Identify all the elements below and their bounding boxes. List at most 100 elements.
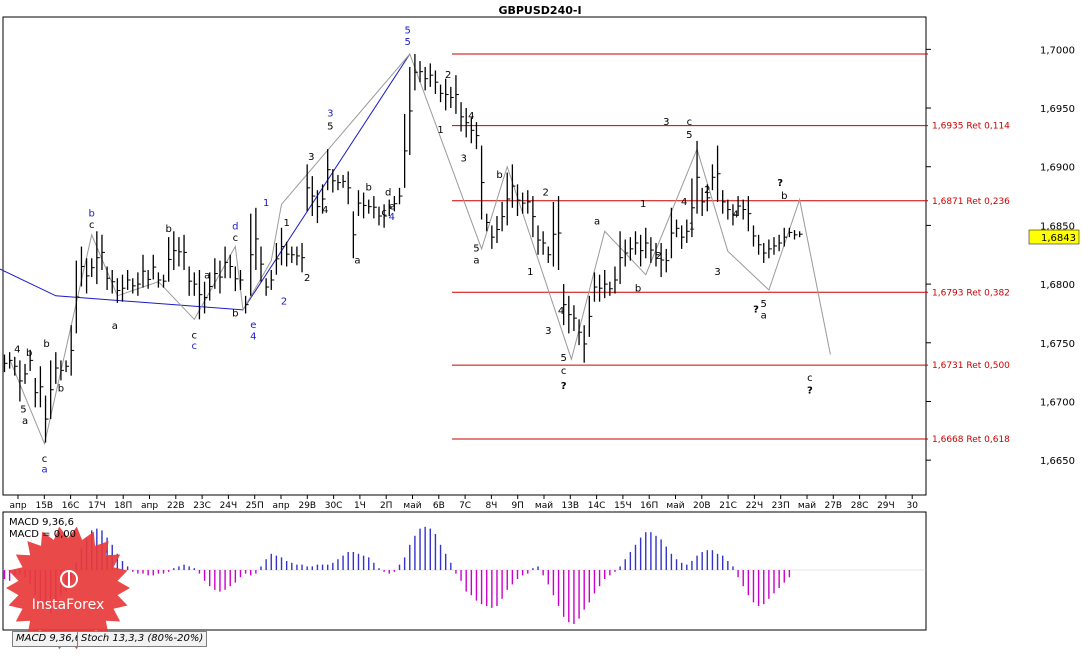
wave-label: ? xyxy=(807,386,813,397)
wave-label: 2 xyxy=(304,273,310,284)
macd-legend-value: MACD = 0,00 xyxy=(9,529,76,540)
price-axis-label: 1,6750 xyxy=(1040,339,1075,350)
time-axis-label: 23С xyxy=(193,501,211,511)
instaforex-watermark: InstaForex xyxy=(6,526,130,650)
wave-label: 1 xyxy=(437,125,443,136)
wave-label: 3 xyxy=(308,152,314,163)
macd-legend-params: MACD 9,36,6 xyxy=(9,517,74,528)
time-axis-label: 24Ч xyxy=(220,501,238,511)
wave-label: 1 xyxy=(640,199,646,210)
wave-label: c xyxy=(89,220,95,231)
wave-label: b xyxy=(89,208,95,219)
wave-label: a xyxy=(41,464,47,475)
wave-label: 5 xyxy=(20,405,26,416)
wave-label: b xyxy=(366,183,372,194)
wave-label: 1 xyxy=(689,221,695,232)
price-axis: 1,6650 1,6700 1,6750 1,6800 1,6850 1,6900 1,69… xyxy=(926,45,1075,467)
wave-label: 2 xyxy=(655,251,661,262)
wave-label: 4 xyxy=(732,210,738,221)
time-axis-label: 8Ч xyxy=(485,501,497,511)
time-axis-label: 17Ч xyxy=(88,501,106,511)
wave-label: 3 xyxy=(327,109,333,120)
tab-macd[interactable]: MACD 9,36,6 xyxy=(12,631,86,647)
wave-label: 4 xyxy=(14,345,20,356)
wave-label: a xyxy=(594,217,600,228)
time-axis-label: 6В xyxy=(433,501,445,511)
wave-label: 4 xyxy=(250,332,256,343)
fib-level-label: 1,6668 Ret 0,618 xyxy=(932,435,1010,445)
wave-label: 4 xyxy=(468,111,474,122)
macd-pane xyxy=(2,511,927,631)
time-axis-label: 18П xyxy=(114,501,132,511)
current-price-tag xyxy=(1028,229,1080,245)
current-price-label: 1,6843 xyxy=(1041,233,1076,244)
wave-label: e xyxy=(389,201,395,212)
time-axis-label: май xyxy=(535,501,553,511)
time-axis-label: апр xyxy=(9,501,26,511)
time-axis-label: 7С xyxy=(459,501,471,511)
watermark-brand: InstaForex xyxy=(32,597,105,613)
wave-line xyxy=(9,53,831,446)
wave-label: 1 xyxy=(283,218,289,229)
time-axis-label: май xyxy=(403,501,421,511)
time-axis-label: 27В xyxy=(824,501,842,511)
time-axis-label: апр xyxy=(141,501,158,511)
wave-label: 5 xyxy=(327,122,333,133)
wave-label: c xyxy=(233,233,239,244)
wave-label: a xyxy=(761,311,767,322)
time-axis-label: 30 xyxy=(906,501,918,511)
price-axis-label: 1,6850 xyxy=(1040,221,1075,232)
wave-label: c xyxy=(807,373,813,384)
wave-labels: 4 b5abcabbcabadcbcce412123435abcde4552143… xyxy=(14,25,813,475)
wave-label: ? xyxy=(753,305,759,316)
wave-label: c xyxy=(687,117,693,128)
time-axis-label: 16П xyxy=(640,501,658,511)
time-axis-label: 13В xyxy=(561,501,579,511)
wave-label: 4 xyxy=(389,212,395,223)
wave-label: 5 xyxy=(560,353,566,364)
wave-label: e xyxy=(250,320,256,331)
wave-label: ? xyxy=(561,381,567,392)
wave-label: b xyxy=(58,383,64,394)
wave-label: c xyxy=(42,454,48,465)
fib-level-label: 1,6871 Ret 0,236 xyxy=(932,197,1010,207)
wave-label: b xyxy=(496,170,502,181)
time-axis-label: 9П xyxy=(511,501,524,511)
wave-label: a xyxy=(473,255,479,266)
wave-label: 2 xyxy=(445,70,451,81)
time-axis-label: 22В xyxy=(167,501,185,511)
wave-label: b xyxy=(165,224,171,235)
time-axis-label: май xyxy=(666,501,684,511)
wave-label: 4 xyxy=(681,197,687,208)
wave-label: 4 xyxy=(558,306,564,317)
wave-lines xyxy=(0,53,831,446)
time-axis-label: 2П xyxy=(380,501,393,511)
time-axis-label: 25П xyxy=(246,501,264,511)
wave-label: 5 xyxy=(405,25,411,36)
watermark-logo-icon xyxy=(60,570,78,588)
wave-label: 5 xyxy=(405,37,411,48)
wave-label: 4 xyxy=(322,205,328,216)
wave-label: d xyxy=(385,187,391,198)
wave-label: 5 xyxy=(761,299,767,310)
wave-label: 2 xyxy=(281,297,287,308)
wave-label: c xyxy=(561,366,567,377)
wave-label: c xyxy=(381,207,387,218)
price-axis-label: 1,6950 xyxy=(1040,104,1075,115)
time-axis-label: 15Ч xyxy=(614,501,632,511)
tab-stochastic[interactable]: Stoch 13,3,3 (80%-20%) xyxy=(77,631,208,647)
time-axis-label: 23П xyxy=(772,501,790,511)
wave-label: 2 xyxy=(704,185,710,196)
wave-label: 3 xyxy=(460,153,466,164)
fib-level-label: 1,6731 Ret 0,500 xyxy=(932,361,1010,371)
wave-label: d xyxy=(232,221,238,232)
time-axis-label: 29В xyxy=(298,501,316,511)
wave-label: 3 xyxy=(663,117,669,128)
wave-label: 1 xyxy=(527,267,533,278)
wave-label: c xyxy=(192,331,198,342)
wave-label: a xyxy=(22,416,28,427)
time-axis-label: 1Ч xyxy=(354,501,366,511)
time-axis-label: 15В xyxy=(35,501,53,511)
fib-level-label: 1,6935 Ret 0,114 xyxy=(932,122,1010,132)
